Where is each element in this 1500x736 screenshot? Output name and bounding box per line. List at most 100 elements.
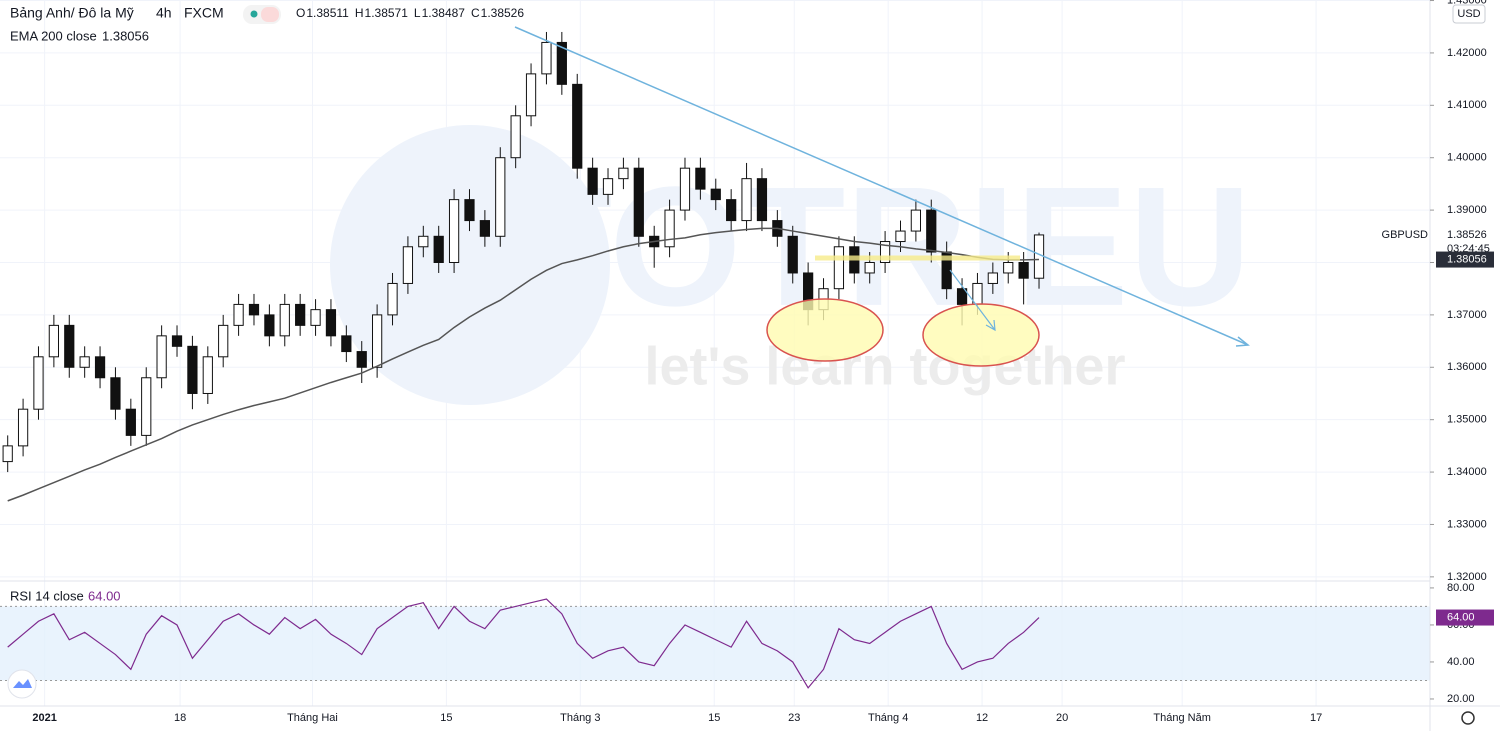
candle-body bbox=[987, 272, 998, 284]
status-dot bbox=[250, 10, 258, 18]
y-tick-label: 1.39000 bbox=[1447, 204, 1487, 216]
candle-body bbox=[418, 235, 429, 248]
candle-body bbox=[402, 246, 414, 284]
candle-body bbox=[633, 167, 644, 237]
x-tick-label: 18 bbox=[174, 712, 186, 724]
candle-body bbox=[310, 309, 321, 326]
candle-body bbox=[572, 83, 583, 169]
ohlc-label: O bbox=[296, 6, 305, 20]
candle-body bbox=[895, 230, 906, 243]
y-tick-label: 20.00 bbox=[1447, 693, 1475, 705]
small-arrow bbox=[949, 269, 996, 332]
candle-body bbox=[741, 178, 752, 222]
symbol-tag: GBPUSD bbox=[1382, 229, 1429, 241]
candle-body bbox=[910, 209, 921, 232]
logo-icon bbox=[13, 679, 32, 688]
y-tick-label: 1.37000 bbox=[1447, 309, 1487, 321]
legend: Bảng Anh/ Đô la Mỹ 4h FXCM O 1.38511 H 1.38… bbox=[7, 4, 1486, 725]
y-tick-label: 1.34000 bbox=[1447, 466, 1487, 478]
candle-body bbox=[495, 157, 506, 237]
candle-body bbox=[556, 41, 567, 85]
y-tick-label: 80.00 bbox=[1447, 582, 1475, 594]
candle-body bbox=[787, 235, 798, 274]
ema-title: EMA 200 close bbox=[10, 28, 97, 43]
candle-body bbox=[141, 377, 152, 436]
candle-body bbox=[1018, 261, 1029, 279]
y-tick-label: 1.32000 bbox=[1447, 571, 1487, 583]
rsi-title: RSI 14 close bbox=[10, 588, 84, 603]
candle-body bbox=[356, 351, 367, 368]
candle-body bbox=[695, 167, 706, 190]
trend-arrow bbox=[1235, 336, 1250, 347]
candle-body bbox=[202, 356, 213, 394]
x-tick-label: 20 bbox=[1056, 712, 1068, 724]
candle-body bbox=[833, 246, 845, 290]
x-tick-label: Tháng Năm bbox=[1153, 712, 1210, 724]
settings-icon[interactable] bbox=[1461, 711, 1475, 725]
candle-body bbox=[464, 199, 475, 222]
rsi-price-tag bbox=[1436, 609, 1494, 626]
candle-body bbox=[387, 282, 398, 316]
grid bbox=[0, 0, 1430, 706]
candle-body bbox=[433, 235, 444, 263]
currency: USD bbox=[1457, 8, 1480, 20]
x-tick-label: Tháng 3 bbox=[560, 712, 600, 724]
candle-body bbox=[726, 199, 737, 222]
candle-body bbox=[64, 324, 75, 368]
candle-body bbox=[602, 178, 614, 195]
bottom-ellipse bbox=[922, 303, 1040, 367]
trend-line bbox=[514, 26, 1249, 346]
y-tick-label: 1.41000 bbox=[1447, 99, 1487, 111]
y-tick-label: 1.35000 bbox=[1447, 414, 1487, 426]
candle-body bbox=[218, 324, 229, 358]
candle-body bbox=[17, 408, 29, 447]
currency-box[interactable] bbox=[1452, 4, 1486, 24]
x-tick-label: Tháng Hai bbox=[287, 712, 338, 724]
candle-body bbox=[664, 209, 675, 248]
candle-body bbox=[48, 324, 59, 358]
candle-body bbox=[79, 356, 90, 368]
ema-value: 1.38056 bbox=[102, 28, 149, 43]
x-tick-label: 15 bbox=[440, 712, 452, 724]
candle-body bbox=[341, 335, 352, 353]
candle-body bbox=[448, 199, 460, 263]
x-tick-label: Tháng 4 bbox=[868, 712, 908, 724]
candle-body bbox=[33, 356, 44, 410]
candle-body bbox=[710, 188, 721, 201]
candle-body bbox=[110, 377, 121, 410]
candle-body bbox=[233, 303, 244, 326]
y-tick-label: 1.33000 bbox=[1447, 518, 1487, 530]
candle-body bbox=[525, 73, 537, 117]
candle-body bbox=[756, 178, 768, 222]
candle-body bbox=[926, 209, 937, 253]
y-tick-label: 1.42000 bbox=[1447, 47, 1487, 59]
exchange: FXCM bbox=[184, 5, 224, 21]
candle-body bbox=[1003, 261, 1014, 274]
status-icon bbox=[261, 7, 279, 22]
x-tick-label: 23 bbox=[788, 712, 800, 724]
rsi-pane bbox=[0, 598, 1430, 689]
candle-body bbox=[248, 303, 260, 316]
ohlc-value: 1.38511 bbox=[306, 6, 349, 20]
candle-body bbox=[187, 345, 198, 394]
watermark-slogan: let's learn together bbox=[645, 336, 1126, 396]
rsi-price-label: 64.00 bbox=[1447, 611, 1475, 623]
ohlc-label: C bbox=[471, 6, 480, 20]
x-tick-label: 17 bbox=[1310, 712, 1322, 724]
y-tick-label: 1.36000 bbox=[1447, 361, 1487, 373]
candle-body bbox=[618, 167, 629, 180]
candle-body bbox=[295, 303, 306, 326]
ohlc: O 1.38511 H 1.38571 L 1.38487 C 1.38526 bbox=[296, 6, 524, 20]
ema-price-tag bbox=[1436, 251, 1494, 268]
candle-body bbox=[264, 314, 275, 337]
candle-body bbox=[325, 309, 337, 337]
bottom-ellipse bbox=[766, 298, 884, 362]
ohlc-label: H bbox=[355, 6, 364, 20]
axes: 2021 18 Tháng Hai 15 Tháng 3 15 23 Tháng 4 12 20 T… bbox=[32, 0, 1494, 724]
candle-body bbox=[372, 314, 383, 368]
candle-body bbox=[156, 335, 167, 379]
candle-body bbox=[541, 41, 552, 75]
y-tick-label: 1.43000 bbox=[1447, 0, 1487, 6]
